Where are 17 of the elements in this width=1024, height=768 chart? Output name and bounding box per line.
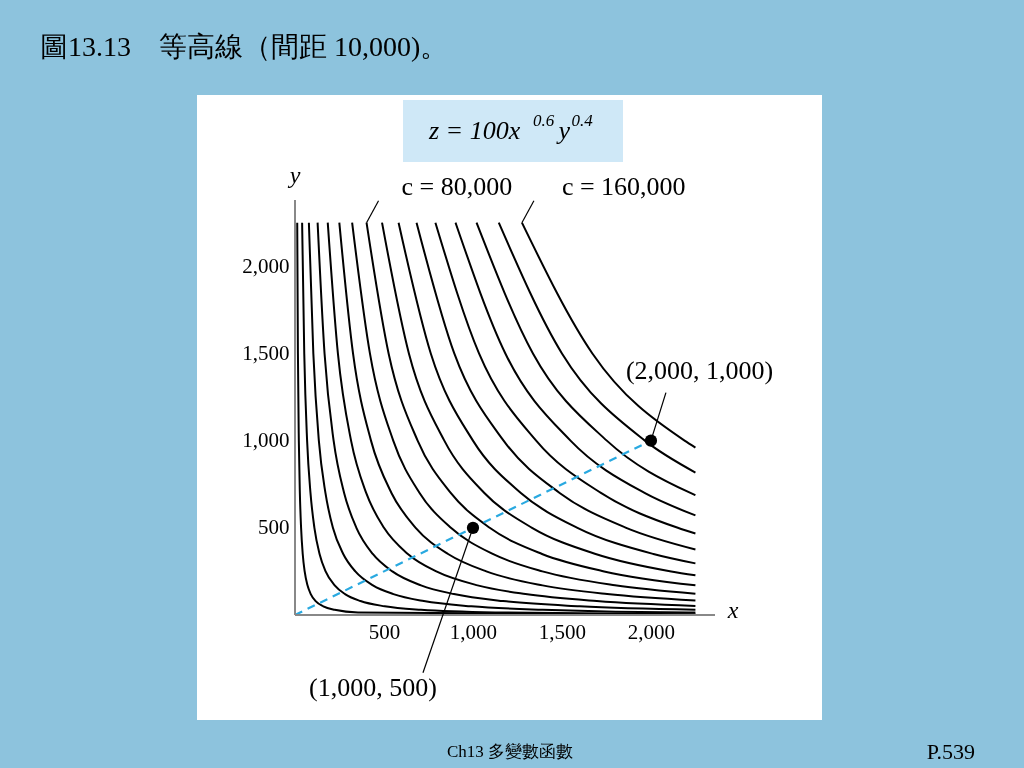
y-tick-label: 500: [258, 515, 290, 540]
x-tick-label: 1,500: [538, 619, 587, 644]
annotation: (2,000, 1,000): [625, 355, 774, 385]
annotation: (1,000, 500): [309, 672, 437, 702]
y-tick-label: 1,000: [242, 428, 290, 453]
chart-title: 圖13.13 等高線（間距 10,000)。: [40, 31, 449, 62]
x-tick-label: 500: [368, 619, 401, 644]
x-tick-label: 1,000: [449, 619, 498, 644]
annotation: c = 160,000: [561, 171, 686, 201]
annotation: c = 80,000: [401, 171, 513, 201]
y-tick-label: 2,000: [242, 253, 290, 278]
text: Ch13 多變數函數: [446, 742, 574, 761]
x-tick-label: 2,000: [627, 619, 676, 644]
x-axis-title: x: [726, 597, 739, 623]
y-tick-label: 1,500: [242, 340, 290, 365]
y-axis-title: y: [287, 162, 301, 188]
text: P.539: [926, 739, 975, 764]
